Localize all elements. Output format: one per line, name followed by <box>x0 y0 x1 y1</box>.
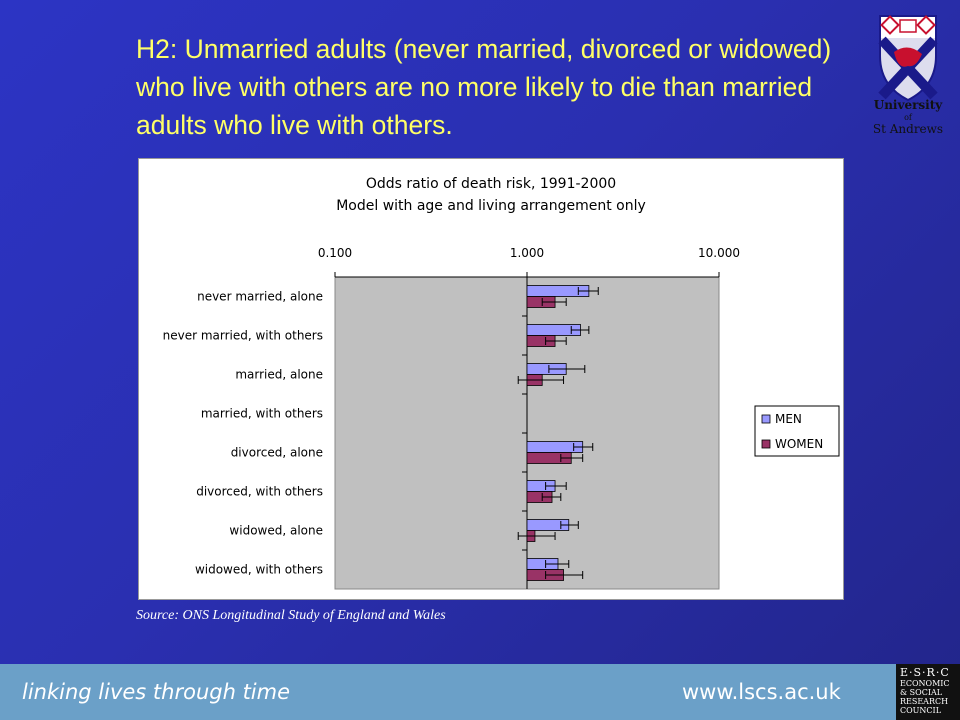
legend-swatch <box>761 439 771 449</box>
university-shield-icon <box>878 15 938 102</box>
university-logo: University of St Andrews <box>872 12 944 144</box>
legend-label: MEN <box>775 412 802 426</box>
logo-line-university: University <box>873 98 943 112</box>
legend-swatch <box>761 414 771 424</box>
esrc-line: ECONOMIC <box>900 679 950 688</box>
category-label: divorced, with others <box>196 485 323 499</box>
chart-subtitle: Model with age and living arrangement on… <box>336 198 646 214</box>
category-label: divorced, alone <box>231 446 323 460</box>
chart: Odds ratio of death risk, 1991-2000 Model… <box>163 176 840 590</box>
chart-title: Odds ratio of death risk, 1991-2000 <box>366 176 616 192</box>
esrc-logo: E·S·R·C ECONOMIC & SOCIAL RESEARCH COUNC… <box>896 664 960 720</box>
footer-url-link[interactable]: www.lscs.ac.uk <box>682 680 841 704</box>
category-label: widowed, alone <box>229 524 323 538</box>
slide-title: H2: Unmarried adults (never married, div… <box>136 34 832 140</box>
category-label: widowed, with others <box>195 563 323 577</box>
esrc-line: COUNCIL <box>900 706 942 715</box>
logo-line-st-andrews: St Andrews <box>872 122 944 136</box>
x-tick-label: 10.000 <box>698 246 740 260</box>
x-tick-label: 0.100 <box>318 246 352 260</box>
logo-line-of: of <box>904 113 912 122</box>
legend-label: WOMEN <box>775 437 823 451</box>
esrc-line: RESEARCH <box>900 697 949 706</box>
esrc-line: & SOCIAL <box>900 688 943 697</box>
category-label: married, alone <box>235 368 323 382</box>
chart-panel: Odds ratio of death risk, 1991-2000 Model… <box>138 158 844 600</box>
footer-bar: linking lives through time www.lscs.ac.u… <box>0 664 960 720</box>
category-label: never married, alone <box>197 290 323 304</box>
source-note: Source: ONS Longitudinal Study of Englan… <box>136 608 446 623</box>
x-tick-label: 1.000 <box>510 246 544 260</box>
esrc-line: E·S·R·C <box>900 666 950 679</box>
category-label: never married, with others <box>163 329 323 343</box>
category-label: married, with others <box>201 407 323 421</box>
footer-tagline: linking lives through time <box>22 680 291 704</box>
